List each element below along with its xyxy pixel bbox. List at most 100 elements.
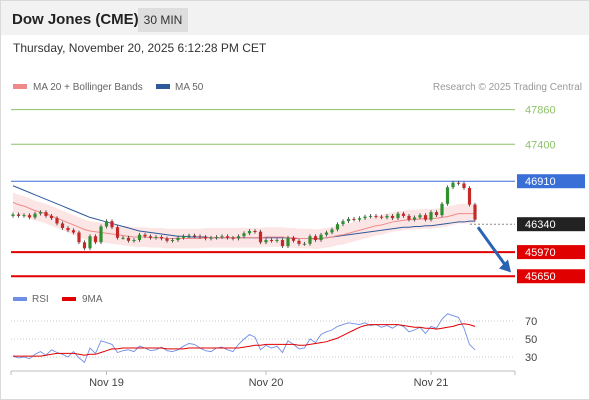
candle-body <box>291 237 296 241</box>
price-legend: MA 20 + Bollinger Bands MA 50 Research ©… <box>13 82 582 93</box>
rsi-tick-30: 30 <box>525 352 537 364</box>
forecast-arrow-head <box>499 259 511 273</box>
candle-body <box>324 232 329 235</box>
candle-body <box>440 203 444 216</box>
candle-body <box>275 240 279 242</box>
candle-body <box>434 212 439 216</box>
candle-body <box>412 217 417 220</box>
level-label-box-45970 <box>517 245 585 260</box>
level-labels: 47860 47400 46910 46340 45970 45650 <box>517 105 585 284</box>
candle-body <box>319 234 323 241</box>
candle-body <box>110 221 114 228</box>
candle-body <box>27 215 32 218</box>
header-bar: Dow Jones (CME) 30 MIN <box>1 1 589 35</box>
candle-body <box>181 236 186 238</box>
candle-body <box>126 237 131 241</box>
level-label-box-46340 <box>517 217 585 232</box>
level-label-box-45650 <box>517 269 585 284</box>
candle-body <box>462 183 466 188</box>
level-label-box-46910 <box>517 174 585 189</box>
level-label-47860: 47860 <box>525 105 556 117</box>
candle-body <box>401 213 406 216</box>
candles <box>11 180 477 251</box>
candle-body <box>390 215 395 219</box>
rsi-tick-70: 70 <box>525 316 537 328</box>
candle-body <box>165 238 169 241</box>
candle-body <box>77 232 81 243</box>
candle-body <box>374 215 378 217</box>
x-tick-label: Nov 19 <box>89 377 124 389</box>
candle-body <box>187 235 191 237</box>
instrument-title: Dow Jones (CME) <box>12 11 139 28</box>
time-axis: Nov 19 Nov 20 Nov 21 <box>10 370 516 389</box>
candle-body <box>137 234 142 241</box>
ma50-legend-label: MA 50 <box>175 82 204 93</box>
candle-body <box>154 237 158 239</box>
candle-body <box>132 240 136 242</box>
ma50-legend-swatch <box>156 84 170 89</box>
chart-datetime: Thursday, November 20, 2025 6:12:28 PM C… <box>13 41 267 55</box>
candle-body <box>313 236 318 241</box>
candle-body <box>302 243 307 245</box>
candle-body <box>467 188 472 205</box>
candle-body <box>352 218 356 220</box>
level-lines <box>11 109 515 278</box>
candle-body <box>258 231 263 243</box>
rsi-lines <box>12 313 476 364</box>
candle-body <box>176 237 180 241</box>
candle-body <box>93 236 98 243</box>
candle-body <box>264 240 268 243</box>
rsi-ma-line <box>13 323 476 357</box>
candle-body <box>407 215 411 220</box>
forecast-arrow <box>476 226 511 273</box>
rsi-ma-legend-swatch <box>62 297 76 301</box>
candle-body <box>203 237 208 239</box>
level-label-45970: 45970 <box>525 247 556 259</box>
candle-body <box>473 204 477 220</box>
ma20-legend-swatch <box>13 84 27 89</box>
rsi-legend: RSI 9MA <box>13 294 103 305</box>
candle-body <box>357 218 362 220</box>
candle-body <box>242 233 246 237</box>
timeframe-badge[interactable]: 30 MIN <box>138 8 188 32</box>
forecast-arrow-shaft <box>476 226 509 269</box>
rsi-ma-legend-label: 9MA <box>82 294 103 305</box>
rsi-tick-50: 50 <box>525 334 537 346</box>
bollinger-band <box>13 192 475 250</box>
candle-body <box>55 218 59 224</box>
candle-body <box>66 227 70 231</box>
candle-body <box>423 215 428 220</box>
candle-body <box>104 221 109 227</box>
candle-body <box>341 221 345 225</box>
candle-body <box>214 237 219 239</box>
x-tick-label: Nov 21 <box>414 377 449 389</box>
candle-body <box>16 214 21 216</box>
candle-body <box>44 212 48 216</box>
candle-body <box>121 237 125 239</box>
candle-body <box>418 215 422 218</box>
ma20-legend-label: MA 20 + Bollinger Bands <box>33 82 143 93</box>
candle-body <box>33 213 37 218</box>
candle-body <box>11 214 15 216</box>
candle-body <box>280 240 285 247</box>
candle-body <box>225 236 230 238</box>
candle-body <box>429 212 433 220</box>
candle-body <box>363 216 367 219</box>
candle-body <box>49 215 54 219</box>
candle-body <box>297 240 301 244</box>
candle-body <box>396 213 400 219</box>
candle-body <box>456 182 461 184</box>
candle-body <box>192 235 197 237</box>
candle-body <box>335 224 340 230</box>
candle-body <box>346 218 351 222</box>
candle-body <box>99 226 103 243</box>
rsi-grid: 70 50 30 <box>11 316 537 364</box>
candle-body <box>385 215 389 218</box>
x-tick-label: Nov 20 <box>249 377 284 389</box>
level-label-45650: 45650 <box>525 271 556 283</box>
candle-body <box>247 230 252 234</box>
level-label-46340: 46340 <box>525 219 556 231</box>
level-label-46910: 46910 <box>525 176 556 188</box>
candle-body <box>22 215 26 217</box>
